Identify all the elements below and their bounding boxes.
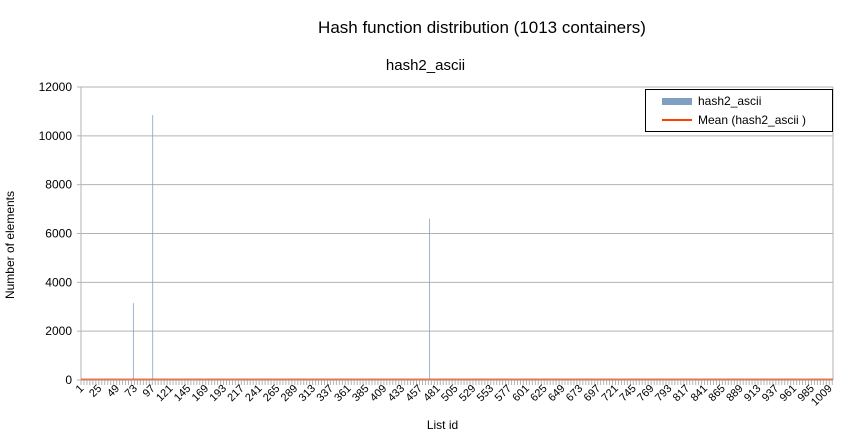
legend: hash2_ascii Mean (hash2_ascii ) — [645, 89, 833, 132]
x-tick-label: 529 — [457, 383, 478, 404]
x-tick-label: 313 — [297, 383, 318, 404]
x-tick-label: 385 — [350, 383, 371, 404]
y-tick-label: 0 — [65, 373, 72, 387]
x-tick-label: 433 — [386, 383, 407, 404]
x-tick-label: 721 — [600, 383, 621, 404]
x-tick-label: 193 — [208, 383, 229, 404]
data-bar — [429, 218, 431, 380]
legend-item-mean: Mean (hash2_ascii ) — [662, 111, 806, 129]
legend-item-bars: hash2_ascii — [662, 92, 761, 110]
x-tick-label: 505 — [439, 383, 460, 404]
x-tick-label: 73 — [123, 383, 140, 400]
x-tick-label: 337 — [314, 383, 335, 404]
x-axis-label: List id — [426, 418, 459, 432]
y-tick-label: 10000 — [39, 129, 73, 143]
x-tick-label: 265 — [261, 383, 282, 404]
legend-label-bars: hash2_ascii — [698, 94, 762, 108]
x-tick-label: 913 — [742, 383, 763, 404]
x-tick-label: 217 — [225, 383, 246, 404]
data-bar — [132, 303, 134, 380]
x-tick-label: 169 — [190, 383, 211, 404]
x-tick-label: 841 — [689, 383, 710, 404]
x-tick-label: 673 — [564, 383, 585, 404]
x-tick-label: 697 — [582, 383, 603, 404]
x-tick-label: 889 — [724, 383, 745, 404]
y-tick-label: 2000 — [45, 324, 72, 338]
chart-subtitle: hash2_ascii — [385, 57, 466, 74]
x-tick-label: 937 — [760, 383, 781, 404]
legend-swatch-bars — [662, 97, 692, 105]
x-tick-label: 289 — [279, 383, 300, 404]
x-tick-label: 409 — [368, 383, 389, 404]
x-tick-label: 961 — [778, 383, 799, 404]
legend-swatch-mean — [662, 119, 692, 121]
x-tick-label: 49 — [105, 383, 122, 400]
x-tick-label: 145 — [172, 383, 193, 404]
y-tick-label: 6000 — [45, 227, 72, 241]
x-tick-label: 577 — [493, 383, 514, 404]
x-tick-label: 1 — [74, 383, 87, 396]
x-tick-label: 481 — [421, 383, 442, 404]
x-tick-label: 1009 — [809, 383, 835, 409]
x-tick-label: 457 — [404, 383, 425, 404]
x-tick-label: 553 — [475, 383, 496, 404]
x-tick-label: 601 — [510, 383, 531, 404]
x-tick-label: 121 — [154, 383, 175, 404]
x-tick-label: 361 — [332, 383, 353, 404]
y-tick-label: 4000 — [45, 275, 72, 289]
x-tick-label: 793 — [653, 383, 674, 404]
legend-label-mean: Mean (hash2_ascii ) — [698, 113, 807, 127]
chart-title: Hash function distribution (1013 contain… — [318, 18, 646, 37]
x-tick-label: 649 — [546, 383, 567, 404]
x-tick-label: 817 — [671, 383, 692, 404]
y-tick-label: 12000 — [39, 80, 73, 94]
x-tick-label: 25 — [87, 383, 104, 400]
x-tick-label: 769 — [635, 383, 656, 404]
x-tick-label: 865 — [706, 383, 727, 404]
data-bar — [152, 115, 154, 381]
x-tick-label: 241 — [243, 383, 264, 404]
y-tick-label: 8000 — [45, 178, 72, 192]
x-tick-label: 625 — [528, 383, 549, 404]
x-tick-label: 745 — [617, 383, 638, 404]
